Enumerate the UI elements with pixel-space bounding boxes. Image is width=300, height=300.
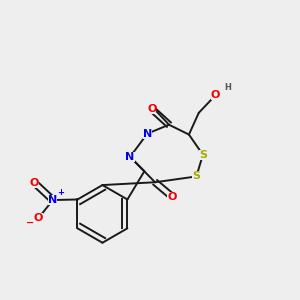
Text: +: +: [57, 188, 64, 197]
Text: N: N: [143, 129, 152, 139]
Text: O: O: [30, 178, 39, 188]
Text: S: S: [192, 172, 200, 182]
Text: S: S: [199, 150, 207, 160]
Text: O: O: [211, 90, 220, 100]
Text: −: −: [26, 218, 34, 227]
Text: N: N: [125, 152, 135, 162]
Text: H: H: [224, 83, 231, 92]
Text: O: O: [167, 191, 177, 202]
Text: O: O: [147, 104, 157, 114]
Text: N: N: [48, 195, 58, 205]
Text: O: O: [34, 213, 43, 223]
